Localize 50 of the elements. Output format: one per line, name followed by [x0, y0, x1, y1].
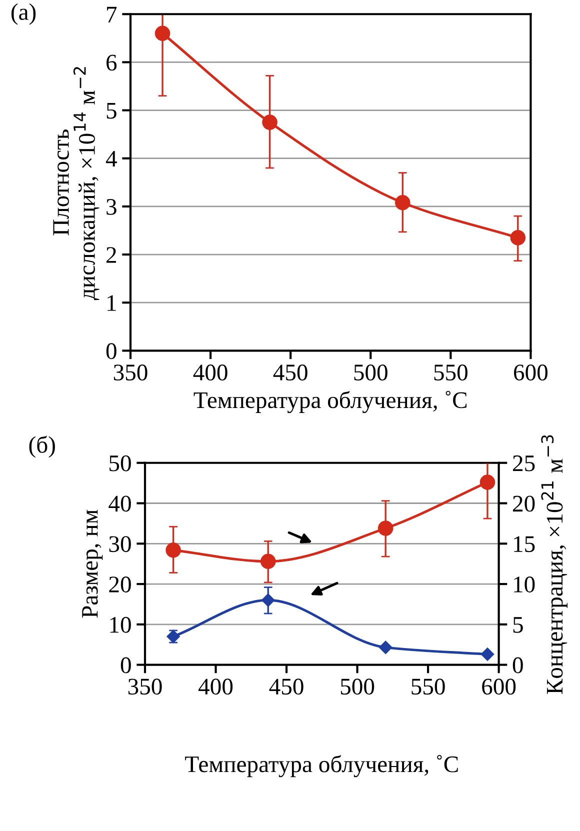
- y-tick-label: 7: [107, 6, 117, 22]
- x-tick-label: 450: [269, 678, 304, 695]
- y2-tick-label: 10: [514, 576, 535, 592]
- point: [154, 26, 170, 41]
- point: [262, 594, 275, 607]
- point: [378, 520, 394, 536]
- y-tick-label: 10: [110, 616, 131, 633]
- point: [480, 474, 496, 490]
- point: [262, 114, 278, 130]
- y-tick-label: 50: [110, 455, 131, 472]
- y-tick-label: 0: [120, 657, 131, 674]
- point: [166, 542, 181, 558]
- y2-axis-title: Концентрация, ×10$^{21}$ м$^{−3}$: [541, 435, 568, 694]
- y-tick-label: 3: [106, 199, 116, 215]
- point: [480, 648, 494, 661]
- text: (б): [29, 436, 55, 458]
- y2-tick-label: 15: [514, 536, 535, 552]
- y-tick-label: 1: [108, 295, 116, 311]
- point: [510, 230, 526, 246]
- point: [260, 554, 276, 570]
- y-tick-label: 20: [109, 576, 131, 592]
- x-tick-label: 550: [412, 678, 445, 695]
- x-axis-title: Температура облучения, ˚C: [194, 390, 467, 414]
- point: [394, 194, 410, 210]
- y-tick-label: 0: [106, 343, 116, 360]
- y-tick-label: 4: [106, 151, 117, 167]
- y-axis-title: Плотность дислокаций, ×10$^{14}$ м$^{−2}$: [53, 67, 100, 300]
- x-axis-title: Температура облучения, ˚C: [185, 754, 458, 778]
- y2-tick-label: 0: [512, 657, 523, 674]
- text: (а): [11, 3, 36, 25]
- x-tick-label: 600: [514, 364, 548, 380]
- y-tick-label: 5: [106, 103, 116, 119]
- x-tick-label: 600: [482, 678, 516, 695]
- y2-tick-label: 20: [513, 496, 535, 512]
- x-tick-label: 500: [354, 364, 388, 380]
- x-tick-label: 550: [434, 364, 468, 380]
- y-axis-title: Размер, нм: [82, 510, 103, 618]
- y2-tick-label: 5: [513, 617, 523, 633]
- x-tick-label: 500: [340, 678, 374, 695]
- y-tick-label: 30: [109, 536, 131, 552]
- x-tick-label: 400: [193, 364, 228, 380]
- x-tick-label: 400: [198, 678, 233, 695]
- x-tick-label: 350: [114, 364, 148, 380]
- x-tick-label: 350: [128, 678, 162, 695]
- y-tick-label: 6: [106, 54, 117, 71]
- y-tick-label: 40: [108, 496, 131, 512]
- x-tick-label: 450: [273, 364, 308, 380]
- y-tick-label: 2: [106, 247, 116, 263]
- point: [378, 640, 392, 654]
- y2-tick-label: 25: [513, 455, 535, 472]
